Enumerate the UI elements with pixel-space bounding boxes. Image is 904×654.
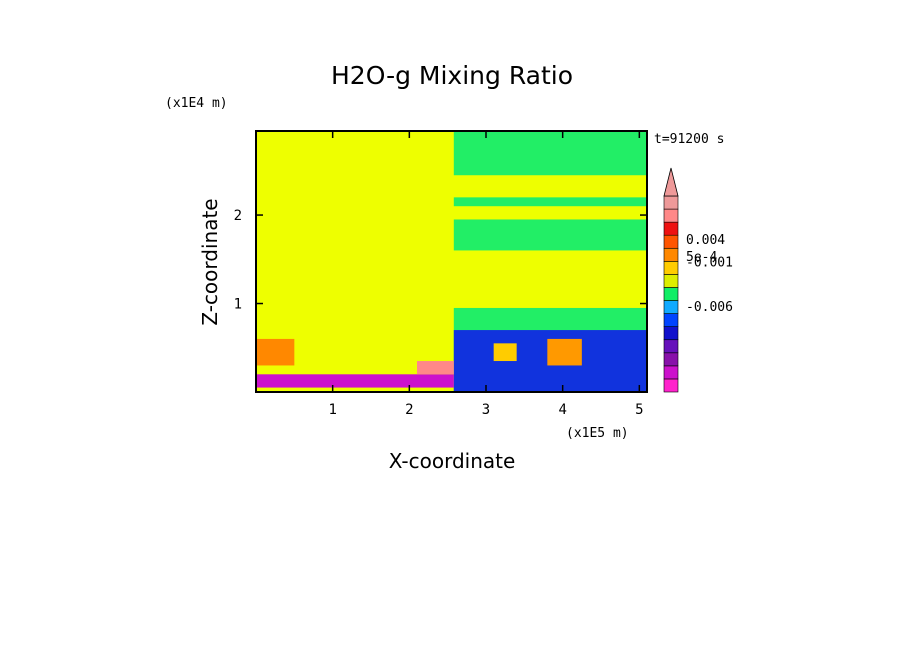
- x-scale-label: (x1E5 m): [566, 426, 629, 441]
- field-region-10: [493, 343, 517, 362]
- colorbar-segment: [663, 274, 679, 288]
- heatmap-field: [256, 131, 647, 392]
- x-axis-label: X-coordinate: [389, 449, 516, 473]
- colorbar-extend-arrow: [663, 167, 679, 197]
- colorbar-label: -0.001: [686, 256, 733, 271]
- colorbar-segment: [663, 221, 679, 236]
- colorbar-segment: [663, 326, 679, 341]
- x-tick-label: 2: [405, 402, 413, 418]
- x-tick-label: 4: [558, 402, 566, 418]
- colorbar-segment: [663, 195, 679, 210]
- colorbar-segment: [663, 339, 679, 354]
- colorbar-segment: [663, 247, 679, 262]
- colorbar-label: -0.006: [686, 300, 733, 315]
- field-region-6: [256, 374, 454, 388]
- y-axis-label: Z-coordinate: [198, 198, 222, 325]
- y-scale-label: (x1E4 m): [165, 96, 228, 111]
- x-tick-label: 3: [482, 402, 490, 418]
- colorbar-segment: [663, 287, 679, 301]
- x-tick-label: 5: [635, 402, 643, 418]
- colorbar-segment: [663, 352, 679, 367]
- field-region-1: [453, 131, 647, 176]
- plot-frame: [255, 130, 648, 393]
- colorbar-segment: [663, 261, 679, 275]
- field-region-8: [417, 361, 454, 375]
- colorbar: 0.004 5e-4-0.001 -0.006: [663, 167, 733, 393]
- field-region-3: [453, 219, 647, 251]
- axis-ticks: 1 2 3 4 5 1 2: [234, 131, 647, 418]
- colorbar-label: 0.004: [686, 233, 725, 248]
- field-region-9: [547, 338, 582, 366]
- colorbar-segment: [663, 378, 679, 393]
- colorbar-label: 5e-4: [686, 250, 717, 265]
- chart-title: H2O-g Mixing Ratio: [331, 61, 573, 90]
- time-label: t=91200 s: [654, 132, 724, 147]
- field-region-2: [453, 197, 647, 207]
- colorbar-segment: [663, 300, 679, 314]
- y-tick-label: 1: [234, 297, 242, 313]
- colorbar-segment: [663, 313, 679, 327]
- y-tick-label: 2: [234, 208, 242, 224]
- field-region-7: [256, 338, 295, 366]
- colorbar-segment: [663, 208, 679, 223]
- colorbar-segment: [663, 234, 679, 249]
- colorbar-segment: [663, 365, 679, 380]
- x-tick-label: 1: [328, 402, 336, 418]
